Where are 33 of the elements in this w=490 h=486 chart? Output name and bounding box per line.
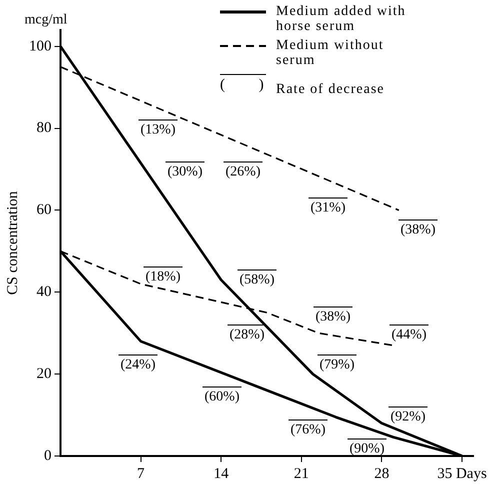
- y-tick-label: 60: [36, 202, 52, 218]
- x-tick-label: 14: [214, 466, 230, 482]
- y-tick-label: 0: [44, 448, 52, 464]
- annotation: ( ): [220, 76, 266, 95]
- annotation: Rate of decrease: [276, 82, 386, 97]
- y-tick-label: 100: [29, 38, 52, 54]
- annotation: (24%): [120, 358, 156, 373]
- y-tick-label: 80: [36, 120, 52, 136]
- annotation: (38%): [316, 310, 351, 325]
- annotation: (44%): [392, 328, 427, 343]
- annotation: (38%): [400, 222, 436, 238]
- annotation: (79%): [320, 358, 355, 373]
- annotation: (92%): [390, 410, 426, 425]
- legend-label: Medium without serum: [276, 38, 385, 68]
- annotation: (60%): [204, 390, 240, 405]
- y-tick-label: 40: [36, 284, 52, 300]
- y-tick-label: 20: [36, 366, 52, 382]
- x-tick-label: 21: [294, 466, 309, 482]
- annotation: (26%): [226, 164, 261, 180]
- y-axis-title: CS concentration: [4, 190, 21, 295]
- x-tick-label: 28: [374, 466, 390, 482]
- annotation: (76%): [290, 422, 326, 438]
- annotation: (28%): [230, 328, 265, 343]
- text: mcg/ml: [24, 12, 68, 28]
- annotation: (18%): [146, 270, 181, 285]
- annotation: (58%): [240, 272, 275, 288]
- legend-label: Medium added with horse serum: [276, 4, 407, 34]
- x-tick-label: 7: [137, 466, 146, 482]
- annotation: (13%): [140, 122, 176, 138]
- x-tick-label: 35 Days: [437, 466, 487, 482]
- annotation: (31%): [310, 200, 346, 216]
- annotation: (30%): [168, 164, 203, 180]
- annotation: (90%): [350, 442, 385, 457]
